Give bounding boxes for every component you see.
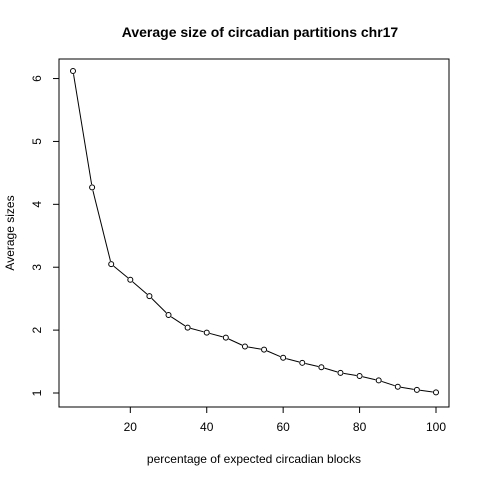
data-point: [241, 343, 248, 350]
x-axis: 20 40 60 80 100: [124, 407, 446, 434]
data-point: [413, 386, 420, 393]
y-tick-label: 5: [30, 138, 44, 145]
data-point: [356, 373, 363, 380]
series-line-segment: [209, 332, 223, 338]
x-axis-label: percentage of expected circadian blocks: [147, 452, 361, 466]
series-line-segment: [420, 389, 433, 393]
series-line-segment: [190, 327, 204, 333]
series-line-segment: [170, 316, 186, 327]
series-line-segment: [381, 380, 395, 387]
data-point: [375, 377, 382, 384]
data-point: [89, 184, 96, 191]
data-point: [394, 383, 401, 390]
x-tick-label: 100: [426, 420, 446, 434]
series-line-segment: [73, 74, 93, 185]
y-axis-label: Average sizes: [3, 195, 17, 270]
data-point: [203, 329, 210, 336]
series-line-segment: [113, 265, 129, 279]
y-tick-label: 2: [30, 326, 44, 333]
data-point: [127, 276, 134, 283]
series-layer: [70, 68, 439, 396]
x-tick-label: 20: [124, 420, 138, 434]
series-line-segment: [400, 386, 414, 390]
y-tick-label: 6: [30, 75, 44, 82]
y-axis: 1 2 3 4 5 6: [30, 75, 59, 396]
chart-title: Average size of circadian partitions chr…: [122, 24, 399, 40]
y-tick-label: 3: [30, 264, 44, 271]
series-line-segment: [362, 376, 376, 381]
data-point: [146, 293, 153, 300]
data-point: [318, 364, 325, 371]
data-point: [280, 354, 287, 361]
y-tick-label: 4: [30, 201, 44, 208]
series-line-segment: [92, 190, 111, 262]
data-point: [261, 346, 268, 353]
series-line-segment: [248, 346, 261, 350]
series-line-segment: [343, 372, 357, 376]
series-line-segment: [228, 338, 243, 346]
data-point: [337, 369, 344, 376]
data-point: [70, 68, 76, 74]
plot-frame: [58, 58, 450, 408]
series-line-segment: [305, 363, 319, 367]
data-point: [108, 261, 115, 268]
y-tick-label: 1: [30, 389, 44, 396]
series-line-segment: [286, 358, 300, 363]
x-tick-label: 80: [353, 420, 367, 434]
data-point: [433, 389, 439, 396]
data-point: [184, 324, 191, 331]
data-point: [222, 334, 229, 341]
series-line-segment: [151, 298, 167, 314]
series-line-segment: [266, 350, 281, 357]
series-line-segment: [324, 367, 338, 373]
x-tick-label: 60: [276, 420, 290, 434]
series-line-segment: [132, 281, 148, 295]
x-tick-label: 40: [200, 420, 214, 434]
data-point: [299, 359, 306, 366]
data-point: [165, 312, 172, 319]
